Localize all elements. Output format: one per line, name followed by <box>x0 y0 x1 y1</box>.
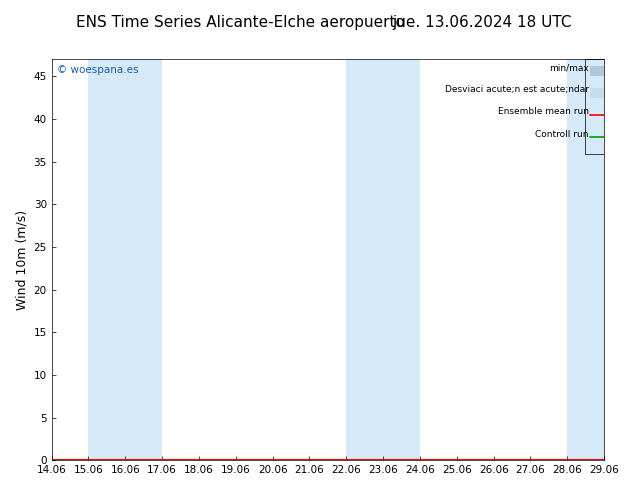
Text: Desviaci acute;n est acute;ndar: Desviaci acute;n est acute;ndar <box>444 85 588 95</box>
Bar <box>567 59 604 460</box>
Text: ENS Time Series Alicante-Elche aeropuerto: ENS Time Series Alicante-Elche aeropuert… <box>77 15 405 30</box>
Bar <box>346 59 420 460</box>
Bar <box>89 59 162 460</box>
Text: min/max: min/max <box>549 63 588 73</box>
Text: Ensemble mean run: Ensemble mean run <box>498 107 588 117</box>
Text: Controll run: Controll run <box>535 129 588 139</box>
Y-axis label: Wind 10m (m/s): Wind 10m (m/s) <box>15 210 28 310</box>
Text: © woespana.es: © woespana.es <box>57 65 139 75</box>
Text: jue. 13.06.2024 18 UTC: jue. 13.06.2024 18 UTC <box>392 15 572 30</box>
